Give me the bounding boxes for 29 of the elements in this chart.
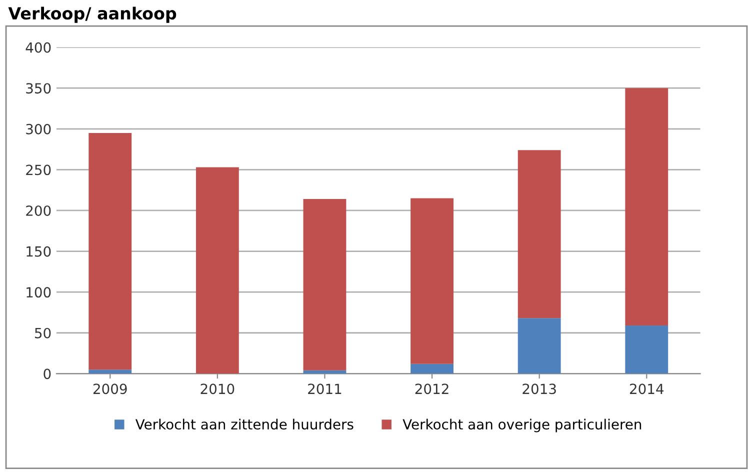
- bar: [88, 370, 132, 374]
- x-tick-label: 2014: [630, 384, 664, 394]
- bar: [303, 370, 346, 374]
- x-tick-label: 2009: [93, 384, 127, 394]
- y-tick-label: 300: [26, 124, 51, 134]
- bar: [625, 326, 668, 374]
- bar: [88, 132, 132, 370]
- y-tick-label: 50: [35, 328, 51, 338]
- y-tick-label: 200: [26, 205, 51, 216]
- y-tick-label: 100: [26, 287, 51, 298]
- chart-title: Verkoop/ aankoop: [8, 6, 176, 23]
- legend-label: Verkocht aan overige particulieren: [402, 418, 642, 432]
- legend-label: Verkocht aan zittende huurders: [135, 418, 354, 430]
- x-tick-label: 2012: [415, 384, 448, 394]
- bar: [196, 167, 239, 374]
- y-tick-label: 350: [26, 83, 51, 94]
- x-tick-label: 2010: [200, 384, 234, 394]
- bar: [410, 364, 454, 374]
- y-tick-label: 250: [26, 164, 51, 176]
- bar: [303, 199, 346, 370]
- bar: [518, 150, 561, 318]
- bar: [410, 198, 454, 364]
- y-tick-label: 400: [26, 42, 51, 53]
- y-tick-label: 0: [44, 368, 51, 380]
- y-tick-label: 150: [26, 246, 51, 257]
- bar: [518, 318, 561, 374]
- x-tick-label: 2011: [308, 384, 342, 394]
- bar: [625, 88, 668, 326]
- x-tick-label: 2013: [522, 384, 556, 394]
